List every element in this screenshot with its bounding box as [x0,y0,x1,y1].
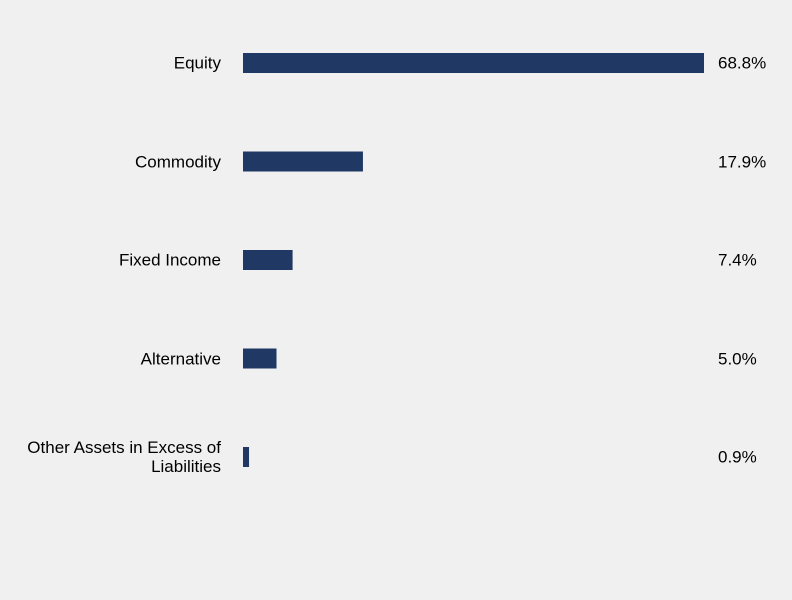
category-label: Alternative [140,349,221,368]
category-label: Equity [173,53,221,73]
bar [243,250,293,270]
value-label: 7.4% [718,250,757,270]
value-label: 17.9% [718,152,767,171]
value-label: 5.0% [718,349,757,368]
value-label: 0.9% [718,447,757,467]
bar [243,151,363,172]
bar [243,447,250,467]
category-label: Other Assets in Excess of Liabilities [27,438,221,476]
category-label: Commodity [135,152,221,171]
value-label: 68.8% [718,53,767,73]
bar [243,53,704,73]
bar [243,348,277,369]
category-label: Fixed Income [118,250,221,270]
